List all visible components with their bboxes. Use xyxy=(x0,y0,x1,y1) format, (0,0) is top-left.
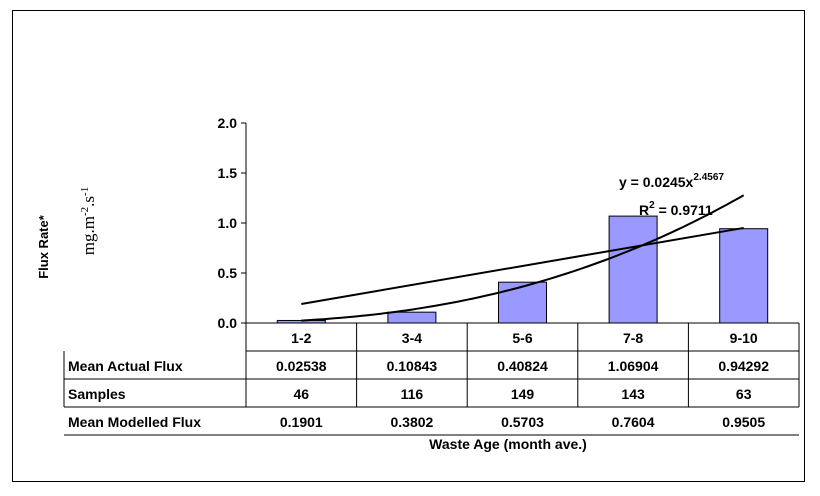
table-cell: 0.3802 xyxy=(390,414,433,430)
table-cell: 0.5703 xyxy=(501,414,544,430)
table-cell: 0.40824 xyxy=(497,358,548,374)
y-units-base1: mg.m xyxy=(79,216,98,255)
table-cell: 0.94292 xyxy=(718,358,769,374)
trend-r2-value: = 0.9711 xyxy=(655,202,713,218)
bar-7-8 xyxy=(608,215,658,324)
bar-3-4 xyxy=(387,311,437,324)
table-cell: 63 xyxy=(736,386,752,402)
bar-5-6 xyxy=(498,281,547,324)
x-tick-label: 1-2 xyxy=(291,330,311,346)
y-tick-label: 0.5 xyxy=(218,265,238,281)
trend-equation-base: y = 0.0245x xyxy=(619,174,694,190)
x-tick-label: 5-6 xyxy=(512,330,532,346)
trend-equation: y = 0.0245x2.4567 xyxy=(619,172,724,190)
trend-equation-exponent: 2.4567 xyxy=(693,172,724,183)
trend-r2-label: R xyxy=(639,202,649,218)
power-trend-line xyxy=(301,194,745,322)
table-cell: 0.7604 xyxy=(612,414,655,430)
flux-chart: 0.0 0.5 1.0 1.5 2.0 1-2 3-4 5-6 7-8 9-10 Mean Act… xyxy=(36,115,800,452)
y-units-sup2: -1 xyxy=(79,187,91,196)
y-tick-label: 1.0 xyxy=(218,215,238,231)
table-row-label: Mean Actual Flux xyxy=(68,358,183,374)
trend-r2: R2 = 0.9711 xyxy=(639,200,713,218)
chart-frame: 0.0 0.5 1.0 1.5 2.0 1-2 3-4 5-6 7-8 9-10 Mean Act… xyxy=(12,10,805,482)
x-tick-label: 9-10 xyxy=(730,330,758,346)
y-tick-label: 0.0 xyxy=(218,315,238,331)
bar-9-10 xyxy=(719,228,769,324)
y-axis-units: mg.m-2.s-1 xyxy=(79,187,98,255)
x-tick-label: 7-8 xyxy=(623,330,643,346)
modelled-flux-line xyxy=(301,226,744,305)
trend-r2-sup: 2 xyxy=(649,200,655,211)
y-tick-label: 1.5 xyxy=(218,165,238,181)
y-units-sup1: -2 xyxy=(79,207,91,216)
table-cell: 0.10843 xyxy=(387,358,438,374)
table-cell: 149 xyxy=(511,386,535,402)
table-row-label: Samples xyxy=(68,386,126,402)
x-axis-label: Waste Age (month ave.) xyxy=(429,436,587,452)
table-cell: 1.06904 xyxy=(608,358,659,374)
table-cell: 46 xyxy=(294,386,310,402)
table-cell: 0.02538 xyxy=(276,358,327,374)
x-tick-label: 3-4 xyxy=(402,330,422,346)
y-tick-label: 2.0 xyxy=(218,115,238,131)
table-cell: 143 xyxy=(621,386,645,402)
table-cell: 116 xyxy=(401,386,424,402)
y-axis-label: Flux Rate* xyxy=(36,214,51,279)
table-cell: 0.9505 xyxy=(722,414,765,430)
table-cell: 0.1901 xyxy=(280,414,323,430)
y-units-base2: .s xyxy=(79,196,98,207)
table-row-label: Mean Modelled Flux xyxy=(68,414,201,430)
